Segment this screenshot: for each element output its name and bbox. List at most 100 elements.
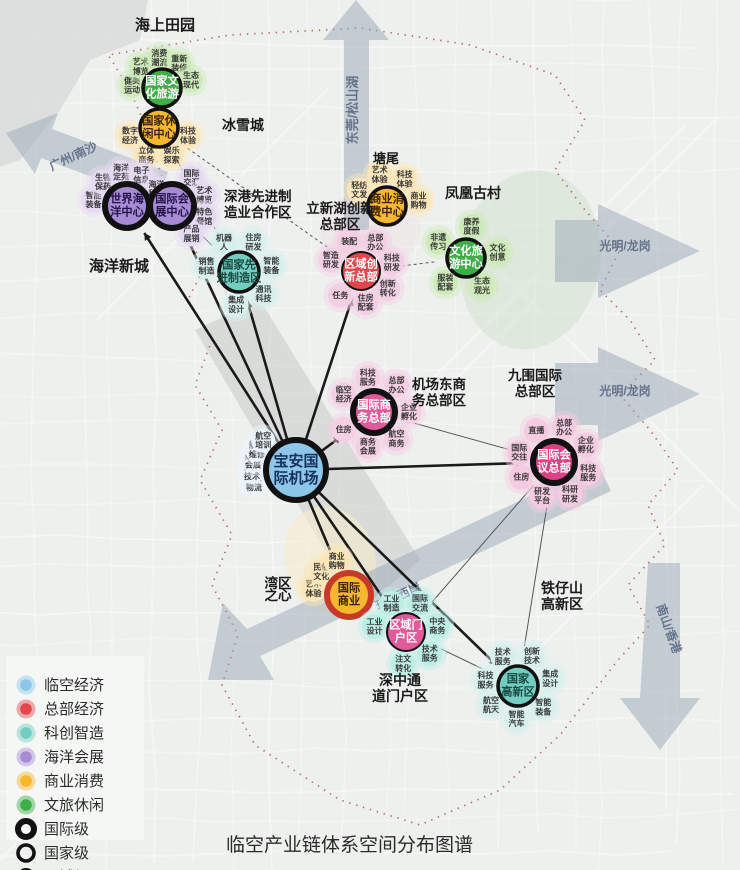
svg-text:装备: 装备: [85, 199, 103, 209]
svg-text:国际: 国际: [338, 581, 360, 595]
svg-text:特色: 特色: [196, 207, 212, 217]
svg-text:观光: 观光: [474, 285, 490, 295]
svg-text:区域创: 区域创: [344, 257, 378, 271]
svg-text:康养: 康养: [464, 216, 480, 226]
svg-text:费中心: 费中心: [370, 204, 404, 218]
svg-text:服务: 服务: [478, 679, 495, 689]
svg-text:设计: 设计: [542, 678, 558, 688]
svg-text:航空: 航空: [389, 429, 405, 439]
svg-text:研发: 研发: [534, 486, 551, 496]
svg-text:新总部: 新总部: [344, 269, 378, 283]
svg-text:装备: 装备: [534, 706, 552, 716]
svg-text:设计: 设计: [366, 626, 382, 636]
svg-text:人: 人: [220, 242, 229, 252]
svg-text:国家文: 国家文: [145, 74, 179, 88]
svg-text:装备: 装备: [262, 265, 280, 275]
svg-text:购物: 购物: [411, 200, 427, 210]
svg-text:航空: 航空: [255, 430, 271, 440]
svg-text:直播: 直播: [528, 425, 545, 435]
svg-text:海上田园: 海上田园: [135, 16, 195, 34]
svg-text:临空产业链体系空间分布图谱: 临空产业链体系空间分布图谱: [226, 834, 473, 856]
svg-text:东莞/松山湖: 东莞/松山湖: [345, 76, 360, 145]
svg-text:工业: 工业: [366, 616, 382, 626]
svg-text:传习: 传习: [429, 241, 446, 251]
svg-text:研发: 研发: [323, 259, 340, 269]
svg-text:道门户区: 道门户区: [372, 688, 428, 704]
svg-text:世界海: 世界海: [110, 192, 144, 206]
svg-text:度假: 度假: [464, 226, 480, 236]
svg-text:文发: 文发: [351, 189, 368, 199]
svg-text:中央: 中央: [429, 616, 446, 626]
svg-text:展销: 展销: [183, 233, 200, 243]
svg-text:办公: 办公: [389, 384, 405, 394]
svg-text:任务: 任务: [331, 290, 349, 300]
svg-text:临空经济: 临空经济: [44, 677, 104, 694]
svg-text:科技: 科技: [478, 670, 495, 680]
svg-text:集成: 集成: [541, 669, 558, 679]
svg-text:洋中心: 洋中心: [110, 204, 144, 218]
svg-text:科创智造: 科创智造: [44, 724, 104, 742]
svg-text:技术: 技术: [495, 647, 511, 657]
svg-text:商务: 商务: [429, 625, 446, 635]
svg-text:光明/龙岗: 光明/龙岗: [598, 238, 650, 253]
svg-text:科技: 科技: [580, 463, 597, 473]
svg-text:转化: 转化: [380, 288, 396, 298]
svg-text:研发: 研发: [384, 262, 401, 272]
svg-text:机器: 机器: [216, 232, 233, 242]
svg-text:总部: 总部: [367, 232, 383, 242]
svg-text:海洋新城: 海洋新城: [89, 257, 149, 275]
svg-text:际机场: 际机场: [273, 469, 318, 487]
svg-text:议总部: 议总部: [537, 460, 571, 474]
svg-text:创新: 创新: [523, 646, 540, 656]
svg-text:数字: 数字: [122, 126, 138, 136]
svg-text:科技: 科技: [256, 293, 273, 303]
svg-text:商务: 商务: [389, 438, 406, 448]
svg-text:服务: 服务: [422, 652, 439, 662]
svg-text:购物: 购物: [329, 560, 345, 570]
svg-text:立新湖创新: 立新湖创新: [306, 200, 374, 216]
svg-text:国际会: 国际会: [155, 192, 189, 206]
svg-text:造业合作区: 造业合作区: [224, 204, 292, 220]
svg-text:户区: 户区: [395, 630, 417, 644]
svg-text:进制造区: 进制造区: [217, 270, 262, 284]
svg-text:深港先进制: 深港先进制: [224, 188, 292, 204]
svg-text:国际: 国际: [511, 443, 527, 453]
svg-text:商业: 商业: [329, 551, 345, 561]
svg-text:务总部: 务总部: [357, 410, 391, 424]
svg-text:之心: 之心: [265, 587, 292, 603]
svg-text:科研: 科研: [562, 484, 578, 494]
svg-text:制造: 制造: [199, 265, 215, 275]
svg-text:凤凰古村: 凤凰古村: [445, 185, 501, 201]
svg-text:交流: 交流: [412, 602, 428, 612]
svg-text:创新: 创新: [379, 278, 396, 288]
svg-text:九围国际: 九围国际: [507, 368, 562, 383]
svg-text:区域门: 区域门: [389, 618, 423, 632]
svg-text:现代: 现代: [183, 79, 199, 89]
svg-text:高新区: 高新区: [541, 596, 583, 612]
svg-text:智能: 智能: [535, 697, 551, 707]
svg-text:工业: 工业: [383, 593, 399, 603]
svg-text:总部: 总部: [389, 375, 405, 385]
svg-text:配套: 配套: [437, 282, 454, 292]
svg-text:航空: 航空: [483, 695, 499, 705]
svg-text:体验: 体验: [372, 174, 389, 184]
svg-text:住房: 住房: [336, 424, 352, 434]
svg-text:文旅休闲: 文旅休闲: [44, 797, 104, 814]
svg-text:机场东商: 机场东商: [412, 376, 466, 392]
svg-text:商业消: 商业消: [370, 192, 404, 206]
svg-text:艺术: 艺术: [372, 165, 388, 175]
svg-text:技术: 技术: [524, 655, 540, 665]
svg-text:运动: 运动: [124, 84, 140, 94]
svg-text:汽车: 汽车: [509, 718, 525, 728]
svg-text:重新: 重新: [171, 53, 187, 63]
svg-text:国际级: 国际级: [44, 821, 89, 838]
svg-text:服务: 服务: [580, 472, 597, 482]
svg-text:通讯: 通讯: [256, 284, 272, 294]
svg-text:商务: 商务: [360, 436, 377, 446]
svg-text:住房: 住房: [245, 232, 261, 242]
svg-text:生态: 生态: [474, 276, 490, 286]
svg-text:电子: 电子: [133, 165, 149, 175]
svg-text:服装: 服装: [437, 272, 453, 282]
svg-text:探索: 探索: [164, 154, 180, 164]
svg-text:总部区: 总部区: [515, 383, 556, 399]
